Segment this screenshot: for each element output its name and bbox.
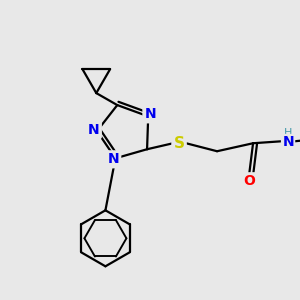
Text: N: N (144, 107, 156, 121)
Text: S: S (174, 136, 184, 151)
Text: O: O (243, 174, 255, 188)
Text: N: N (88, 123, 100, 137)
Text: N: N (282, 135, 294, 149)
Text: H: H (284, 128, 292, 138)
Text: N: N (108, 152, 119, 166)
